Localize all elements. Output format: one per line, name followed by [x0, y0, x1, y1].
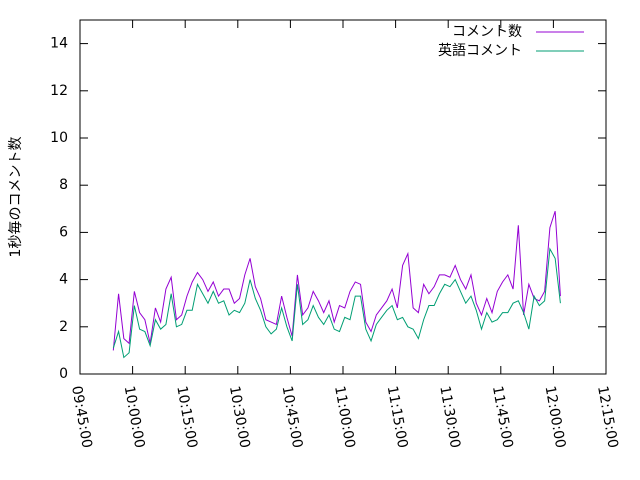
x-tick-label: 10:00:00	[121, 385, 148, 450]
y-tick-label: 2	[59, 319, 68, 335]
x-tick-label: 10:45:00	[279, 385, 306, 450]
y-tick-label: 6	[59, 224, 68, 240]
x-tick-label: 11:15:00	[384, 385, 411, 450]
y-tick-label: 0	[59, 366, 68, 382]
x-tick-label: 09:45:00	[68, 385, 95, 450]
y-tick-label: 14	[50, 36, 68, 52]
y-tick-label: 8	[59, 177, 68, 193]
series-line	[112, 211, 561, 351]
x-tick-label: 10:15:00	[173, 385, 200, 450]
x-tick-label: 12:15:00	[594, 385, 621, 450]
legend-label: コメント数	[452, 24, 522, 40]
series-line	[112, 247, 561, 359]
x-tick-label: 11:30:00	[436, 385, 463, 450]
y-tick-label: 4	[59, 272, 68, 288]
x-tick-label: 11:00:00	[331, 385, 358, 450]
y-tick-label: 12	[50, 83, 68, 99]
x-tick-label: 11:45:00	[489, 385, 516, 450]
y-tick-label: 10	[50, 130, 68, 146]
x-tick-label: 12:00:00	[542, 385, 569, 450]
legend-label: 英語コメント	[438, 42, 522, 59]
y-axis-label: 1秒毎のコメント数	[8, 137, 24, 258]
x-tick-label: 10:30:00	[226, 385, 253, 450]
